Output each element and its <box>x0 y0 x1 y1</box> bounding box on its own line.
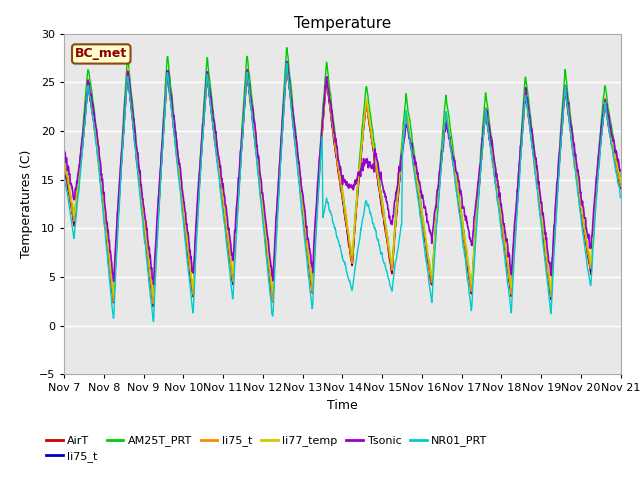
li75_t <box>60 167 68 172</box>
li77_temp <box>149 294 157 300</box>
Tsonic <box>374 158 381 164</box>
li75_t <box>374 175 381 180</box>
Line: AirT: AirT <box>64 67 621 307</box>
li77_temp <box>550 238 557 244</box>
Tsonic <box>150 282 157 288</box>
li77_temp <box>479 143 486 149</box>
li75_t <box>374 174 381 180</box>
AM25T_PRT <box>479 129 486 134</box>
NR01_PRT <box>374 237 381 242</box>
AirT <box>149 304 157 310</box>
AM25T_PRT <box>550 238 557 244</box>
Text: BC_met: BC_met <box>75 48 127 60</box>
li77_temp <box>60 160 68 166</box>
li77_temp <box>315 177 323 182</box>
li77_temp <box>374 168 381 174</box>
Line: Tsonic: Tsonic <box>64 61 621 285</box>
li75_t <box>617 183 625 189</box>
li77_temp <box>617 180 625 186</box>
li77_temp <box>617 179 625 184</box>
li75_t <box>149 301 157 307</box>
li75_t <box>617 185 625 191</box>
li75_t <box>479 144 486 149</box>
li75_t <box>283 63 291 69</box>
AirT <box>479 147 486 153</box>
li75_t <box>149 302 157 308</box>
li75_t <box>283 62 291 68</box>
Legend: AirT, li75_t, AM25T_PRT, li75_t, li77_temp, Tsonic, NR01_PRT: AirT, li75_t, AM25T_PRT, li75_t, li77_te… <box>42 431 492 467</box>
AirT <box>315 183 323 189</box>
AM25T_PRT <box>617 174 625 180</box>
li75_t <box>617 183 625 189</box>
Tsonic <box>617 168 625 174</box>
AM25T_PRT <box>283 45 291 50</box>
AM25T_PRT <box>149 299 157 304</box>
Y-axis label: Temperatures (C): Temperatures (C) <box>20 150 33 258</box>
Title: Temperature: Temperature <box>294 16 391 31</box>
AM25T_PRT <box>374 162 381 168</box>
NR01_PRT <box>150 319 157 324</box>
AirT <box>550 247 557 253</box>
NR01_PRT <box>283 60 291 66</box>
Tsonic <box>479 136 486 142</box>
AM25T_PRT <box>60 159 68 165</box>
NR01_PRT <box>60 173 68 179</box>
li75_t <box>60 167 68 172</box>
AM25T_PRT <box>315 170 323 176</box>
Line: AM25T_PRT: AM25T_PRT <box>64 48 621 301</box>
NR01_PRT <box>566 125 573 131</box>
AirT <box>283 64 291 70</box>
li75_t <box>479 144 486 149</box>
Tsonic <box>283 59 291 64</box>
NR01_PRT <box>479 148 486 154</box>
li75_t <box>315 181 323 187</box>
NR01_PRT <box>550 258 557 264</box>
NR01_PRT <box>315 190 323 196</box>
li75_t <box>566 120 573 126</box>
AirT <box>374 175 381 181</box>
X-axis label: Time: Time <box>327 399 358 412</box>
Tsonic <box>550 228 557 234</box>
Line: NR01_PRT: NR01_PRT <box>64 63 621 322</box>
li75_t <box>617 183 625 189</box>
li75_t <box>566 120 573 126</box>
AirT <box>60 166 68 172</box>
AirT <box>617 185 625 191</box>
AM25T_PRT <box>617 174 625 180</box>
Line: li77_temp: li77_temp <box>64 64 621 297</box>
Tsonic <box>60 144 68 150</box>
Line: li75_t: li75_t <box>64 65 621 304</box>
Line: li75_t: li75_t <box>64 66 621 305</box>
NR01_PRT <box>617 195 625 201</box>
Tsonic <box>315 171 323 177</box>
AirT <box>617 186 625 192</box>
li75_t <box>315 183 323 189</box>
li77_temp <box>283 61 291 67</box>
li75_t <box>550 246 557 252</box>
Tsonic <box>566 112 573 118</box>
NR01_PRT <box>617 195 625 201</box>
li75_t <box>550 244 557 250</box>
AirT <box>566 121 573 127</box>
Tsonic <box>617 168 625 173</box>
li77_temp <box>566 117 573 122</box>
AM25T_PRT <box>566 106 573 111</box>
